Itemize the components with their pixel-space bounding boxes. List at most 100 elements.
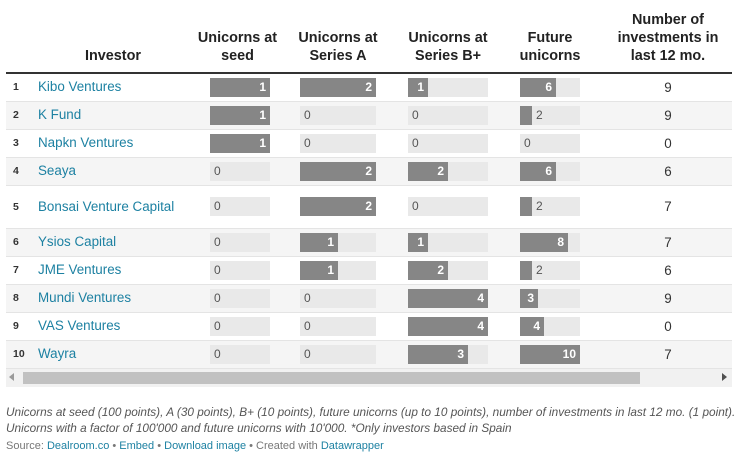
series-b-cell: 0 (392, 129, 504, 158)
seed-bar-track: 0 (210, 344, 270, 364)
series-b-bar-track: 1 (408, 232, 488, 252)
series-b-bar-track: 0 (408, 197, 488, 216)
rank-cell: 3 (6, 129, 38, 158)
seed-cell: 0 (191, 256, 284, 285)
series-a-value-label: 2 (365, 79, 372, 94)
series-b-value-label: 0 (412, 107, 419, 122)
table-row: 6 Ysios Capital 0 1 1 8 7 (6, 228, 732, 257)
series-a-header[interactable]: Unicorns at Series A (284, 0, 392, 74)
series-a-cell: 0 (284, 340, 392, 369)
investor-name: JME Ventures (38, 256, 191, 285)
investments-header[interactable]: Number of investments in last 12 mo. (596, 0, 732, 74)
seed-bar-track: 1 (210, 133, 270, 153)
seed-value-label: 1 (259, 107, 266, 122)
header-row: Investor Unicorns at seed Unicorns at Se… (6, 0, 732, 74)
future-bar (520, 344, 580, 364)
investor-header[interactable]: Investor (38, 0, 191, 74)
seed-header[interactable]: Unicorns at seed (191, 0, 284, 74)
seed-cell: 0 (191, 340, 284, 369)
investments-count: 0 (596, 312, 732, 341)
investor-name: Bonsai Venture Capital (38, 185, 191, 229)
future-value-label: 6 (545, 79, 552, 94)
series-b-value-label: 4 (477, 318, 484, 333)
rank-cell: 2 (6, 101, 38, 130)
future-bar-track: 4 (520, 316, 580, 336)
future-bar-track: 3 (520, 288, 580, 308)
rank-cell: 7 (6, 256, 38, 285)
seed-cell: 1 (191, 101, 284, 130)
series-b-bar-track: 1 (408, 77, 488, 97)
series-b-header[interactable]: Unicorns at Series B+ (392, 0, 504, 74)
future-bar (520, 260, 532, 280)
series-a-cell: 0 (284, 312, 392, 341)
series-a-value-label: 0 (304, 107, 311, 122)
investments-count: 7 (596, 340, 732, 369)
series-b-bar (408, 161, 448, 181)
download-image-link[interactable]: Download image (164, 440, 247, 452)
investor-table: Investor Unicorns at seed Unicorns at Se… (6, 0, 732, 369)
seed-cell: 0 (191, 284, 284, 313)
datawrapper-link[interactable]: Datawrapper (320, 440, 384, 452)
created-with-text: Created with (256, 440, 321, 452)
table-row: 4 Seaya 0 2 2 6 6 (6, 157, 732, 186)
series-b-cell: 1 (392, 228, 504, 257)
series-b-value-label: 2 (437, 262, 444, 277)
seed-value-label: 0 (214, 318, 221, 333)
future-value-label: 2 (536, 262, 543, 277)
series-b-value-label: 2 (437, 163, 444, 178)
series-b-bar (408, 77, 428, 97)
investor-name: Wayra (38, 340, 191, 369)
future-bar-track: 2 (520, 105, 580, 125)
future-value-label: 2 (536, 107, 543, 122)
seed-cell: 0 (191, 312, 284, 341)
future-header[interactable]: Future unicorns (504, 0, 596, 74)
future-cell: 4 (504, 312, 596, 341)
investor-name: K Fund (38, 101, 191, 130)
future-bar (520, 316, 544, 336)
investor-name: Kibo Ventures (38, 73, 191, 102)
investor-name: VAS Ventures (38, 312, 191, 341)
investor-name: Mundi Ventures (38, 284, 191, 313)
series-b-cell: 2 (392, 256, 504, 285)
series-a-value-label: 0 (304, 346, 311, 361)
investments-count: 7 (596, 185, 732, 229)
seed-bar-track: 1 (210, 105, 270, 125)
future-value-label: 2 (536, 199, 543, 213)
seed-value-label: 0 (214, 199, 221, 213)
series-a-value-label: 0 (304, 135, 311, 150)
scroll-right-arrow-icon[interactable] (722, 373, 727, 381)
future-bar (520, 105, 532, 125)
horizontal-scrollbar[interactable] (6, 369, 732, 387)
investments-count: 7 (596, 228, 732, 257)
chart-notes: Unicorns at seed (100 points), A (30 poi… (6, 405, 736, 435)
scroll-left-arrow-icon[interactable] (9, 373, 14, 381)
series-b-cell: 4 (392, 284, 504, 313)
series-b-cell: 0 (392, 185, 504, 229)
future-bar-track: 2 (520, 197, 580, 216)
series-b-bar (408, 316, 488, 336)
future-bar-track: 0 (520, 133, 580, 153)
investments-count: 6 (596, 157, 732, 186)
future-bar (520, 232, 568, 252)
table-row: 1 Kibo Ventures 1 2 1 6 9 (6, 73, 732, 102)
series-a-bar (300, 161, 376, 181)
series-a-cell: 1 (284, 228, 392, 257)
rank-cell: 8 (6, 284, 38, 313)
series-b-bar-track: 2 (408, 161, 488, 181)
seed-cell: 0 (191, 157, 284, 186)
series-a-cell: 0 (284, 129, 392, 158)
series-a-cell: 1 (284, 256, 392, 285)
investor-name: Seaya (38, 157, 191, 186)
embed-link[interactable]: Embed (119, 440, 155, 452)
table-body: 1 Kibo Ventures 1 2 1 6 9 2 K Fund 1 0 0 2 9 3 Napkn Ve… (6, 73, 732, 369)
future-bar (520, 197, 532, 216)
scroll-thumb[interactable] (23, 372, 640, 384)
source-link[interactable]: Dealroom.co (46, 440, 110, 452)
seed-value-label: 0 (214, 290, 221, 305)
seed-value-label: 1 (259, 135, 266, 150)
series-b-bar (408, 260, 448, 280)
series-b-bar-track: 2 (408, 260, 488, 280)
seed-value-label: 1 (259, 79, 266, 94)
seed-bar (210, 133, 270, 153)
